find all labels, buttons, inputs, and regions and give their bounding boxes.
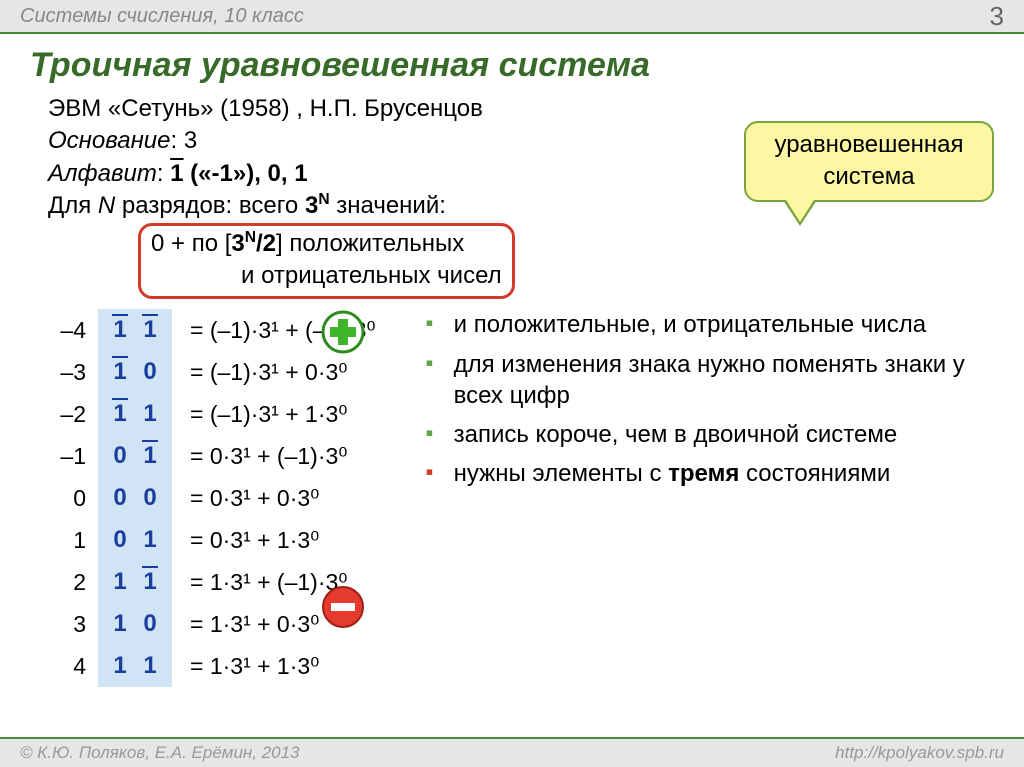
trit-digit: 0: [140, 610, 160, 638]
table-zone: –411= (–1)·3¹ + (–1)·3⁰–310= (–1)·3¹ + 0…: [0, 299, 1024, 687]
bullet-4b: тремя: [668, 460, 739, 487]
trit-digit: 0: [110, 442, 130, 470]
table-row: –310= (–1)·3¹ + 0·3⁰: [48, 351, 376, 393]
slide-number: 3: [990, 1, 1004, 32]
n-suffix: значений:: [330, 192, 446, 219]
base-val: : 3: [170, 127, 197, 154]
header-text: Системы счисления, 10 класс: [20, 5, 304, 28]
n-expr: 3: [305, 192, 318, 219]
footer-left: © К.Ю. Поляков, Е.А. Ерёмин, 2013: [20, 743, 300, 763]
box-line-1: 0 + по [3N/2] положительных и отрицатель…: [48, 223, 994, 300]
alph-one-bar: 1: [170, 160, 183, 187]
trits-cell: 01: [98, 435, 172, 477]
trits-cell: 11: [98, 393, 172, 435]
n-sup: N: [318, 191, 329, 208]
dec-value: –4: [48, 317, 98, 344]
trits-cell: 10: [98, 603, 172, 645]
alph-label: Алфавит: [48, 160, 157, 187]
dec-value: 1: [48, 527, 98, 554]
callout-line2: система: [823, 163, 914, 190]
dec-value: 4: [48, 653, 98, 680]
box-1d: ] положительных: [276, 230, 464, 257]
dec-value: 2: [48, 569, 98, 596]
explanation: = 1·3¹ + 1·3⁰: [172, 653, 319, 680]
dec-value: 0: [48, 485, 98, 512]
alph-prefix: :: [157, 160, 170, 187]
trit-digit: 1: [140, 652, 160, 680]
slide-title: Троичная уравновешенная система: [0, 34, 1024, 93]
trits-cell: 11: [98, 309, 172, 351]
bullet-3: запись короче, чем в двоичной системе: [426, 419, 994, 450]
n-prefix: Для: [48, 192, 98, 219]
trit-digit: 1: [110, 358, 130, 386]
explanation: = (–1)·3¹ + 1·3⁰: [172, 401, 348, 428]
bullet-4c: состояниями: [739, 460, 890, 487]
header-bar: Системы счисления, 10 класс 3: [0, 0, 1024, 34]
explanation: = 0·3¹ + 0·3⁰: [172, 485, 319, 512]
table-row: 101= 0·3¹ + 1·3⁰: [48, 519, 376, 561]
plus-icon: [320, 309, 366, 355]
table-row: 000= 0·3¹ + 0·3⁰: [48, 477, 376, 519]
dec-value: –1: [48, 443, 98, 470]
trit-digit: 1: [110, 610, 130, 638]
table-row: 411= 1·3¹ + 1·3⁰: [48, 645, 376, 687]
table-row: –211= (–1)·3¹ + 1·3⁰: [48, 393, 376, 435]
trits-cell: 01: [98, 519, 172, 561]
trit-digit: 1: [140, 526, 160, 554]
bullet-4a: нужны элементы с: [454, 460, 669, 487]
trit-digit: 1: [140, 400, 160, 428]
dec-value: –2: [48, 401, 98, 428]
explanation: = 1·3¹ + 0·3⁰: [172, 611, 319, 638]
trit-digit: 1: [110, 400, 130, 428]
trit-digit: 1: [110, 652, 130, 680]
callout-line1: уравновешенная: [774, 131, 963, 158]
box-1c: /2: [256, 230, 276, 257]
footer-right: http://kpolyakov.spb.ru: [835, 743, 1004, 763]
box-1b: 3: [231, 230, 244, 257]
trit-digit: 1: [140, 442, 160, 470]
trit-digit: 1: [110, 568, 130, 596]
box-1a: 0 + по [: [151, 230, 231, 257]
alph-suffix: («-1»), 0, 1: [184, 160, 308, 187]
bullet-2: для изменения знака нужно поменять знаки…: [426, 349, 994, 411]
trits-cell: 10: [98, 351, 172, 393]
table-row: –101= 0·3¹ + (–1)·3⁰: [48, 435, 376, 477]
box-1sup: N: [245, 229, 256, 246]
trit-digit: 1: [140, 568, 160, 596]
bullet-1: и положительные, и отрицательные числа: [426, 309, 994, 340]
minus-icon: [320, 584, 366, 630]
trits-cell: 11: [98, 645, 172, 687]
trit-digit: 1: [140, 316, 160, 344]
trit-digit: 0: [110, 484, 130, 512]
footer-bar: © К.Ю. Поляков, Е.А. Ерёмин, 2013 http:/…: [0, 737, 1024, 767]
content-area: ЭВМ «Сетунь» (1958) , Н.П. Брусенцов Осн…: [0, 93, 1024, 299]
trit-digit: 0: [140, 358, 160, 386]
bullet-4: нужны элементы с тремя состояниями: [426, 458, 994, 489]
dec-value: –3: [48, 359, 98, 386]
trit-digit: 0: [140, 484, 160, 512]
trit-digit: 0: [110, 526, 130, 554]
explanation: = 0·3¹ + (–1)·3⁰: [172, 443, 348, 470]
callout-balanced: уравновешенная система: [744, 121, 994, 202]
dec-value: 3: [48, 611, 98, 638]
bullets-list: и положительные, и отрицательные числа д…: [376, 309, 994, 497]
trits-cell: 00: [98, 477, 172, 519]
box-line-2: и отрицательных чисел: [151, 262, 502, 289]
n-var: N: [98, 192, 115, 219]
explanation: = 0·3¹ + 1·3⁰: [172, 527, 319, 554]
trits-cell: 11: [98, 561, 172, 603]
trit-digit: 1: [110, 316, 130, 344]
ternary-table: –411= (–1)·3¹ + (–1)·3⁰–310= (–1)·3¹ + 0…: [48, 309, 376, 687]
base-label: Основание: [48, 127, 170, 154]
rounded-highlight: 0 + по [3N/2] положительных и отрицатель…: [138, 223, 515, 300]
explanation: = (–1)·3¹ + 0·3⁰: [172, 359, 348, 386]
n-mid: разрядов: всего: [115, 192, 305, 219]
